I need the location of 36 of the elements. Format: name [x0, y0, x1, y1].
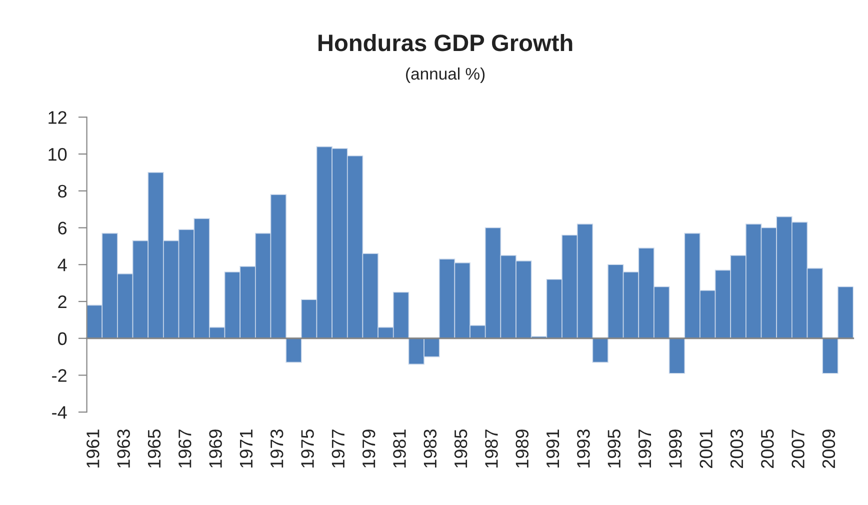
x-tick-label: 1999: [669, 430, 682, 468]
x-tick-label: 1991: [546, 430, 560, 468]
x-tick-label: 1963: [117, 430, 130, 468]
y-tick-label: 0: [58, 332, 67, 346]
x-tick-label: 2009: [822, 430, 836, 468]
x-tick-label: 1993: [577, 430, 590, 468]
x-tick-label: 1995: [608, 430, 620, 468]
x-tick-label: 1961: [86, 430, 100, 468]
x-tick-label: 1983: [424, 430, 437, 468]
x-tick-label: 1973: [270, 430, 284, 468]
y-tick-label: -2: [52, 369, 66, 382]
x-tick-label: 1979: [362, 430, 376, 468]
y-tick-label: 10: [48, 148, 67, 161]
x-tick-label: 1977: [332, 430, 345, 468]
y-tick-label: 6: [58, 222, 67, 234]
x-tick-label: 1975: [301, 430, 314, 468]
x-tick-label: 2003: [730, 430, 744, 468]
y-tick-label: 4: [58, 258, 67, 272]
x-tick-label: 1981: [393, 430, 406, 468]
chart-title: Honduras GDP Growth: [318, 34, 572, 52]
x-tick-label: 2001: [700, 430, 712, 468]
x-tick-label: 1965: [148, 430, 161, 468]
x-tick-label: 1987: [485, 430, 498, 468]
x-tick-label: 1985: [454, 430, 468, 468]
x-tick-label: 2007: [792, 430, 804, 468]
x-tick-label: 1997: [638, 430, 652, 468]
x-tick-label: 1967: [178, 430, 192, 468]
x-tick-label: 1969: [209, 430, 222, 468]
chart-subtitle: (annual %): [406, 67, 485, 84]
x-tick-label: 2005: [760, 430, 774, 468]
y-tick-label: 12: [48, 111, 66, 124]
x-tick-label: 1971: [240, 430, 253, 468]
y-tick-label: 2: [58, 295, 66, 308]
y-tick-label: -4: [52, 406, 67, 419]
x-tick-label: 1989: [516, 430, 529, 468]
y-tick-label: 8: [58, 184, 67, 198]
